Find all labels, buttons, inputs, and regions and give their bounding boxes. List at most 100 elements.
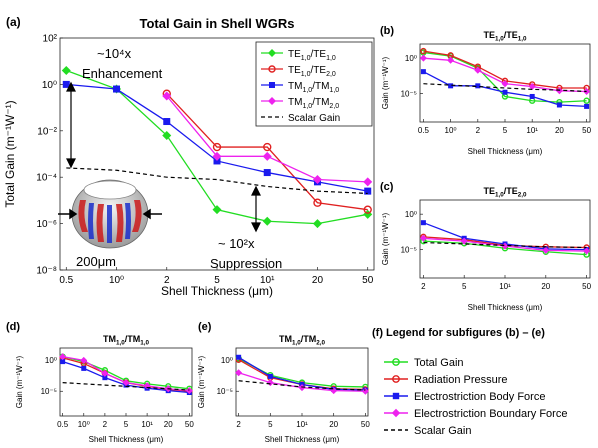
data-point <box>583 97 590 104</box>
legend-entry: TE1,0​/TE1,0​ <box>288 49 336 62</box>
x-tick-label: 5 <box>124 420 129 429</box>
y-tick-label: 10⁻⁵ <box>41 387 57 396</box>
x-axis-label: Shell Thickness (μm) <box>468 303 543 312</box>
panel-letter: (d) <box>6 321 20 333</box>
data-point <box>81 365 87 371</box>
annotation-enhancement-factor: ~10⁴x <box>97 46 132 61</box>
data-point <box>268 97 276 105</box>
legend-entry: TM1,0​/TM2,0​ <box>288 97 339 110</box>
data-point <box>474 66 482 74</box>
y-tick-label: 10⁰ <box>405 210 417 219</box>
y-tick-label: 10⁻² <box>37 126 57 137</box>
annotation-suppression-label: Suppression <box>210 256 282 271</box>
data-point <box>262 151 272 161</box>
y-tick-label: 10⁻⁵ <box>401 89 417 98</box>
panel-letter: (e) <box>198 321 212 333</box>
x-tick-label: 50 <box>362 275 374 286</box>
data-point <box>392 358 400 366</box>
y-tick-label: 10⁻⁴ <box>36 173 57 184</box>
data-point <box>212 205 222 215</box>
x-tick-label: 50 <box>185 420 194 429</box>
legend-entry: TM1,0​/TM1,0​ <box>288 81 339 94</box>
series-line <box>66 167 368 195</box>
data-point <box>448 83 454 89</box>
chart-title: TM1,0​/TM1,0​ <box>103 334 150 347</box>
data-point <box>60 359 66 365</box>
data-point <box>447 56 455 64</box>
chart-panel-b: 0.5 10⁰ 2 5 10¹ 20 50 10⁰ 10⁻⁵ (b) TE1,0​/TE1,0​ Sh… <box>380 25 592 156</box>
x-tick-label: 5 <box>503 126 508 135</box>
x-tick-label: 20 <box>312 275 324 286</box>
x-tick-label: 50 <box>582 126 591 135</box>
x-tick-label: 50 <box>361 420 370 429</box>
x-tick-label: 10¹ <box>141 420 153 429</box>
y-tick-label: 10² <box>43 34 58 45</box>
data-point <box>268 65 276 73</box>
data-point <box>263 169 271 177</box>
data-point <box>584 103 590 109</box>
x-tick-label: 2 <box>103 420 108 429</box>
x-axis-label: Shell Thickness (μm) <box>468 147 543 156</box>
data-point <box>61 65 71 75</box>
x-tick-label: 0.5 <box>418 126 430 135</box>
data-point <box>392 375 400 383</box>
data-point <box>313 198 322 207</box>
legend-entry: Scalar Gain <box>414 425 471 437</box>
data-point <box>542 246 550 254</box>
data-point <box>102 375 108 381</box>
data-point <box>269 82 275 88</box>
x-tick-label: 2 <box>476 126 481 135</box>
data-point <box>268 49 276 57</box>
data-point <box>361 387 369 395</box>
x-tick-label: 20 <box>555 126 564 135</box>
x-axis-label: Shell Thickness (μm) <box>161 284 273 298</box>
y-tick-label: 10⁰ <box>221 356 233 365</box>
series-line <box>166 93 368 211</box>
series-line <box>423 83 587 93</box>
chart-panel-e: 2 5 10¹ 20 50 10⁰ 10⁻⁵ (e) TM1,0​/TM2,0​ Shell Th… <box>197 321 370 444</box>
data-point <box>163 118 171 126</box>
y-axis-label: Gain (m⁻¹W⁻¹) <box>15 355 24 408</box>
panel-letter: (b) <box>380 25 394 37</box>
legend-box <box>255 41 373 127</box>
x-tick-label: 0.5 <box>57 420 69 429</box>
x-tick-label: 2 <box>421 282 426 291</box>
data-point <box>419 54 427 62</box>
legend-entry: Scalar Gain <box>288 113 340 124</box>
data-point <box>267 373 273 379</box>
y-tick-label: 10⁻⁶ <box>36 219 57 230</box>
y-axis-label: Gain (m⁻¹W⁻¹) <box>381 56 390 109</box>
y-tick-label: 10⁻⁸ <box>36 266 57 277</box>
x-tick-label: 20 <box>541 282 550 291</box>
y-axis-label: Gain (m⁻¹W⁻¹) <box>197 355 206 408</box>
data-point <box>262 216 272 226</box>
data-point <box>113 85 121 93</box>
y-tick-label: 10⁻⁵ <box>217 387 233 396</box>
x-axis-label: Shell Thickness (μm) <box>89 435 164 444</box>
x-tick-label: 50 <box>582 282 591 291</box>
annotation-radius: 200μm <box>76 254 116 269</box>
y-tick-label: 10⁰ <box>45 356 57 365</box>
series-line <box>423 241 587 249</box>
data-point <box>235 369 243 377</box>
x-tick-label: 20 <box>329 420 338 429</box>
x-tick-label: 10¹ <box>526 126 538 135</box>
x-tick-label: 10¹ <box>260 275 275 286</box>
subfigure-legend-title: (f) Legend for subfigures (b) – (e) <box>372 327 545 339</box>
x-tick-label: 20 <box>164 420 173 429</box>
chart-title: TM1,0​/TM2,0​ <box>279 334 326 347</box>
legend-entry: Electrostriction Body Force <box>414 391 545 403</box>
subfigure-legend: (f) Legend for subfigures (b) – (e) Total… <box>372 327 567 437</box>
x-tick-label: 10⁰ <box>78 420 90 429</box>
legend-entry: Electrostriction Boundary Force <box>414 408 567 420</box>
data-point <box>420 47 427 55</box>
enhancement-arrow <box>66 81 76 169</box>
data-point <box>263 142 272 152</box>
data-point <box>420 69 426 75</box>
data-point <box>420 220 426 226</box>
data-point <box>475 83 481 89</box>
data-point <box>212 151 222 161</box>
annotation-enhancement-label: Enhancement <box>82 66 163 81</box>
x-tick-label: 10⁰ <box>445 126 457 135</box>
